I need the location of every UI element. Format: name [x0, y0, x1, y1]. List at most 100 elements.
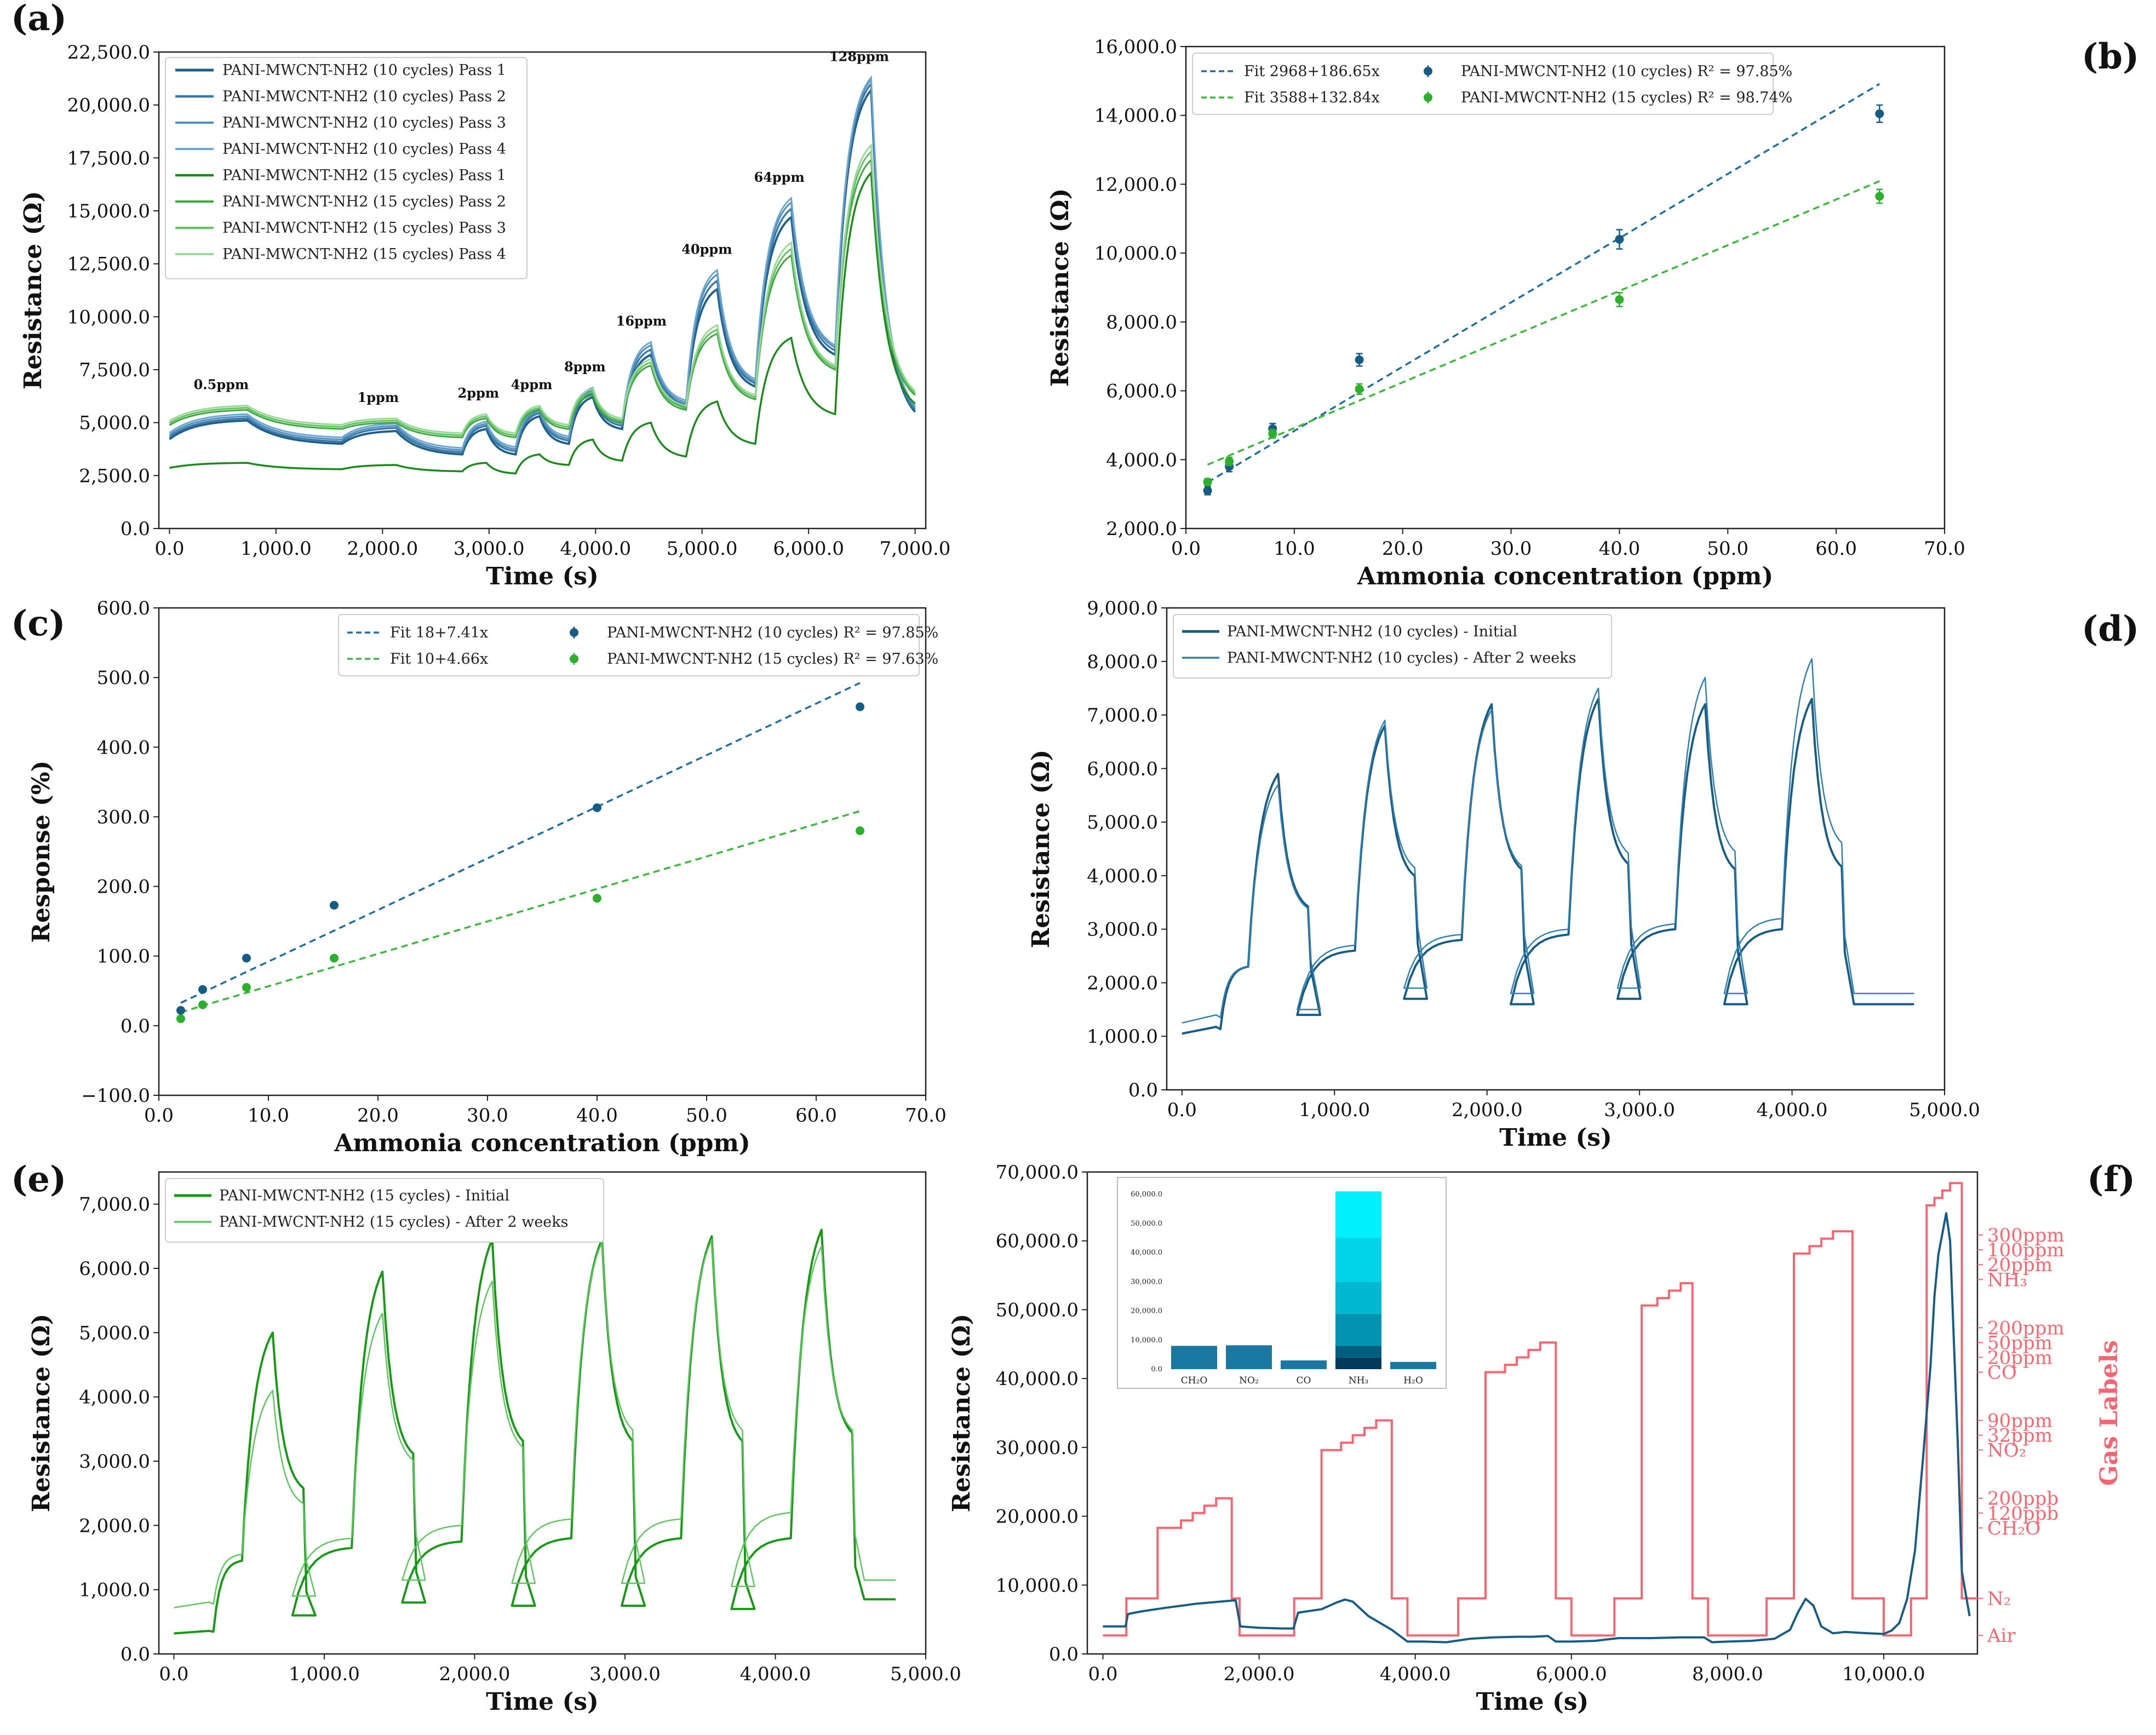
legend-entry: PANI-MWCNT-NH2 (10 cycles) Pass 2: [222, 88, 506, 105]
data-point: [1875, 192, 1884, 201]
legend-box: [1173, 614, 1612, 679]
data-point: [1268, 429, 1277, 439]
data-point: [1355, 355, 1364, 364]
x-tick-label: 70.0: [1924, 538, 1965, 560]
x-tick-label: 50.0: [686, 1105, 727, 1127]
x-tick-label: 2,000.0: [347, 538, 418, 560]
legend-box: [1192, 53, 1774, 115]
gas-label: 200ppb: [1987, 1488, 2058, 1510]
inset-category-label: H₂O: [1403, 1375, 1423, 1386]
y-tick-label: 17,500.0: [67, 147, 150, 169]
gas-label: 120ppb: [1987, 1503, 2058, 1525]
legend-entry: PANI-MWCNT-NH2 (10 cycles) Pass 1: [222, 62, 506, 79]
inset-bar: [1335, 1346, 1381, 1358]
inset-bar: [1335, 1282, 1381, 1314]
y-axis-label: Resistance (Ω): [19, 191, 47, 390]
x-tick-label: 0.0: [1088, 1663, 1117, 1685]
inset-bar: [1171, 1346, 1217, 1369]
x-tick-label: 2,000.0: [1224, 1663, 1295, 1685]
x-axis-label: Time (s): [486, 562, 599, 590]
y-tick-label: 1,000.0: [1087, 1026, 1158, 1048]
inset-bar: [1390, 1361, 1436, 1369]
gas-label: Air: [1987, 1625, 2016, 1647]
panel-c: (c) 0.0 10.0 20.0 30.0 40.0 50.0 60.0 70.0 −100.0…: [11, 598, 947, 1157]
data-point: [1225, 457, 1234, 466]
inset-y-tick-label: 40,000.0: [1131, 1249, 1162, 1257]
data-point: [1615, 295, 1624, 304]
legend-entry: PANI-MWCNT-NH2 (10 cycles) Pass 4: [222, 141, 506, 158]
panel-label: (b): [2082, 36, 2139, 77]
y-tick-label: 2,000.0: [1087, 972, 1158, 994]
panel-label: (e): [11, 1159, 66, 1200]
y-tick-label: 12,500.0: [67, 254, 150, 275]
x-tick-label: 10.0: [1274, 538, 1315, 560]
y-axis-label: Resistance (Ω): [1027, 750, 1055, 949]
y-axis-label: Resistance (Ω): [1046, 188, 1074, 387]
y-tick-label: 400.0: [97, 737, 150, 759]
legend-entry: PANI-MWCNT-NH2 (15 cycles) Pass 4: [222, 246, 506, 263]
legend-entry: PANI-MWCNT-NH2 (15 cycles) Pass 3: [222, 220, 506, 237]
y-tick-label: 200.0: [97, 876, 150, 898]
series-line: [174, 1228, 896, 1635]
plot-frame: [1166, 607, 1946, 1091]
x-tick-label: 0.0: [144, 1105, 174, 1127]
inset-frame: [1117, 1177, 1447, 1389]
x-tick-label: 5,000.0: [890, 1663, 961, 1685]
gas-label: 20ppm: [1987, 1254, 2052, 1276]
x-tick-label: 4,000.0: [560, 538, 631, 560]
inset-y-tick-label: 50,000.0: [1131, 1220, 1162, 1228]
gas-label: CH₂O: [1987, 1518, 2040, 1539]
fit-line: [1207, 83, 1880, 484]
legend-entry: PANI-MWCNT-NH2 (10 cycles) Pass 3: [222, 114, 506, 131]
x-tick-label: 2,000.0: [1452, 1099, 1523, 1121]
x-tick-label: 0.0: [1167, 1099, 1197, 1121]
x-tick-label: 0.0: [159, 1663, 188, 1685]
y-tick-label: 1,000.0: [79, 1579, 150, 1601]
gas-label: N₂: [1987, 1588, 2011, 1610]
y-tick-label: 40,000.0: [996, 1368, 1079, 1390]
y-tick-label: 4,000.0: [1106, 449, 1177, 471]
y-tick-label: 4,000.0: [79, 1387, 150, 1409]
fit-line: [180, 682, 861, 1004]
y-axis-label: Resistance (Ω): [27, 1314, 55, 1513]
y-tick-label: 6,000.0: [1087, 758, 1158, 780]
plot-frame: [158, 1171, 927, 1655]
gas-label: 50ppm: [1987, 1332, 2052, 1354]
plot-frame: [158, 51, 927, 530]
x-tick-label: 10,000.0: [1842, 1663, 1925, 1685]
gas-label: CO: [1987, 1362, 2017, 1384]
y-tick-label: 30,000.0: [996, 1437, 1079, 1459]
y-tick-label: 22,500.0: [67, 42, 150, 64]
y-tick-label: 0.0: [121, 518, 150, 540]
x-tick-label: 70.0: [905, 1105, 947, 1127]
series-line: [169, 170, 916, 475]
y-tick-label: 2,500.0: [79, 465, 150, 487]
x-tick-label: 40.0: [576, 1105, 618, 1127]
plot-area: [1203, 83, 1884, 496]
x-axis-label: Ammonia concentration (ppm): [1357, 562, 1773, 590]
data-point: [856, 702, 864, 711]
legend-entry: PANI-MWCNT-NH2 (15 cycles) - Initial: [219, 1187, 509, 1204]
x-tick-label: 6,000.0: [1536, 1663, 1607, 1685]
inset-bar: [1335, 1191, 1381, 1238]
y-tick-label: 10,000.0: [996, 1575, 1079, 1596]
legend-box: [165, 57, 527, 279]
x-tick-label: 0.0: [154, 538, 184, 560]
gas-label: 200ppm: [1987, 1317, 2065, 1339]
x-tick-label: 3,000.0: [454, 538, 525, 560]
data-point: [242, 983, 251, 992]
x-tick-label: 60.0: [795, 1105, 837, 1127]
x-tick-label: 2,000.0: [439, 1663, 511, 1685]
inset-category-label: CH₂O: [1181, 1375, 1208, 1386]
x-axis-label: Ammonia concentration (ppm): [334, 1129, 750, 1157]
plot-frame: [158, 607, 927, 1096]
data-point: [176, 1006, 185, 1015]
y-tick-label: 50,000.0: [996, 1299, 1079, 1321]
panel-label: (c): [11, 603, 66, 644]
data-point: [1203, 478, 1212, 487]
exposure-label: 64ppm: [754, 169, 804, 185]
y-tick-label: 7,500.0: [79, 359, 150, 381]
panel-d: (d) 0.0 1,000.0 2,000.0 3,000.0 4,000.0 5,000.…: [1027, 598, 2139, 1152]
x-tick-label: 20.0: [357, 1105, 399, 1127]
panel-a: (a) 0.0 1,000.0 2,000.0 3,000.0 4,000.0 5,000.…: [11, 0, 950, 590]
